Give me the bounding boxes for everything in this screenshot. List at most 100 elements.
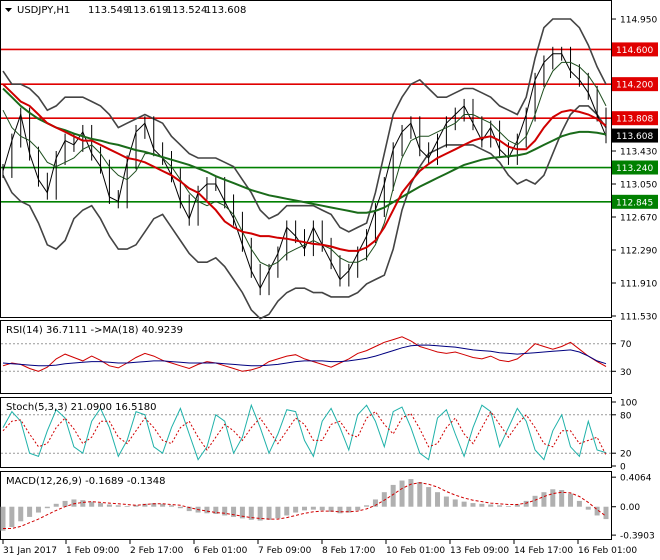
macd-histogram-bar [44,506,50,509]
time-axis-label: 1 Feb 09:00 [66,546,120,556]
macd-histogram-bar [222,506,228,516]
price-panel-frame [0,0,612,318]
time-axis-label: 6 Feb 01:00 [194,546,248,556]
level-price-tag [612,42,658,57]
macd-axis-tick-label: 0.00 [620,503,640,513]
macd-histogram-bar [408,479,414,507]
time-axis-label: 31 Jan 2017 [3,546,57,556]
macd-histogram-bar [381,492,387,507]
stoch-signal-line [2,410,607,456]
time-axis-label: 8 Feb 17:00 [322,546,376,556]
macd-histogram-bar [106,504,112,507]
chart-menu-arrow-icon[interactable] [5,8,12,12]
macd-panel: 0.4064 0.00 -0.3903 MACD(12,26,9) -0.1689 … [0,471,655,542]
ma-line-red [2,83,607,252]
macd-histogram-bar [186,506,192,512]
macd-histogram-bar [585,506,591,510]
macd-histogram-bar [337,506,343,514]
macd-axis-tick-label: 0.4064 [620,474,652,484]
slow-ma-line-green [2,87,607,214]
macd-histogram-bar [89,501,95,507]
macd-histogram-bar [204,506,210,514]
ohlc-value: 113.524 [166,5,207,16]
macd-histogram-bar [231,506,237,517]
macd-histogram-bar [160,503,166,507]
price-panel-title: USDJPY,H1 [17,5,70,16]
last-price-tag-label: 113.608 [616,132,653,142]
macd-histogram-bar [98,503,104,507]
macd-histogram-bar [346,506,352,513]
macd-histogram-bar [461,501,467,507]
macd-histogram-bar [435,492,441,507]
price-panel: 114.950114.570114.190113.810113.430113.0… [0,0,658,323]
last-price-tag [612,128,658,143]
macd-histogram-bar [80,500,86,507]
ohlc-value: 113.549 [88,5,129,16]
macd-histogram-bar [514,504,520,507]
stochastic-panel-title: Stoch(5,3,3) 21.0900 16.5180 [6,402,157,413]
fast-ma-line [2,61,607,268]
macd-histogram-bar [302,506,307,511]
macd-histogram-bar [523,500,529,507]
macd-axis-tick-label: -0.3903 [620,532,655,542]
macd-histogram-bar [319,506,325,511]
macd-histogram-bar [559,490,565,507]
macd-histogram-bar [53,503,59,507]
ohlc-value: 113.619 [127,5,168,16]
time-axis-label: 2 Feb 17:00 [130,546,184,556]
macd-histogram-bar [168,505,174,507]
macd-histogram-bar [133,505,139,507]
level-price-tag-label: 113.808 [616,115,653,125]
price-axis-tick-label: 111.530 [620,313,657,323]
macd-histogram-bar [390,484,396,507]
macd-histogram-bar [115,505,121,507]
macd-histogram-bar [550,489,556,507]
bollinger-upper-line [2,18,607,233]
macd-histogram-bar [372,499,378,507]
rsi-ma-line [2,344,607,367]
stochastic-panel: 100 80 20 0 Stoch(5,3,3) 21.0900 16.5180 [0,397,637,473]
macd-histogram-bar [399,480,405,507]
macd-histogram-bar [18,506,24,522]
level-price-tag-label: 114.600 [616,46,653,56]
stoch-axis-tick-label: 20 [620,450,632,460]
macd-histogram-bar [568,493,574,507]
macd-histogram-bar [213,506,219,514]
price-axis-tick-label: 112.290 [620,247,657,257]
macd-histogram-bar [364,505,370,507]
macd-panel-title: MACD(12,26,9) -0.1689 -0.1348 [6,476,166,487]
macd-histogram-bar [177,506,183,509]
macd-histogram-bar [9,506,15,528]
stoch-axis-tick-label: 100 [620,399,637,409]
macd-histogram-bar [479,503,485,507]
macd-histogram-bar [452,499,458,507]
level-price-tag-label: 113.240 [616,164,653,174]
macd-histogram-bar [124,506,130,507]
macd-histogram-bar [27,506,33,517]
price-axis-tick-label: 113.430 [620,148,657,158]
macd-histogram-bar [470,503,476,507]
price-axis-tick-label: 111.910 [620,280,657,290]
macd-histogram-bar [151,503,157,507]
macd-histogram-bar [293,506,299,513]
time-axis: 31 Jan 2017 1 Feb 09:00 2 Feb 17:00 6 Feb 0… [2,540,637,556]
time-axis-label: 10 Feb 01:00 [386,546,445,556]
macd-histogram-bar [443,496,449,507]
level-price-tag-label: 114.200 [616,81,653,91]
macd-histogram-bar [532,495,538,507]
macd-histogram-bar [0,506,6,531]
macd-histogram-bar [257,506,263,521]
rsi-panel-title: RSI(14) 36.7111 ->MA(18) 40.9239 [6,325,183,336]
rsi-panel-frame [0,320,612,394]
rsi-panel: 70 30 RSI(14) 36.7111 ->MA(18) 40.9239 [0,320,632,394]
macd-histogram-bar [275,506,281,519]
price-axis-tick-label: 112.670 [620,214,657,224]
time-axis-label: 16 Feb 01:00 [578,546,637,556]
macd-histogram-bar [35,506,41,513]
level-price-tag [612,111,658,126]
macd-histogram-bar [239,506,245,519]
time-axis-label: 13 Feb 09:00 [450,546,509,556]
level-price-tag [612,194,658,209]
stochastic-panel-frame [0,397,612,468]
